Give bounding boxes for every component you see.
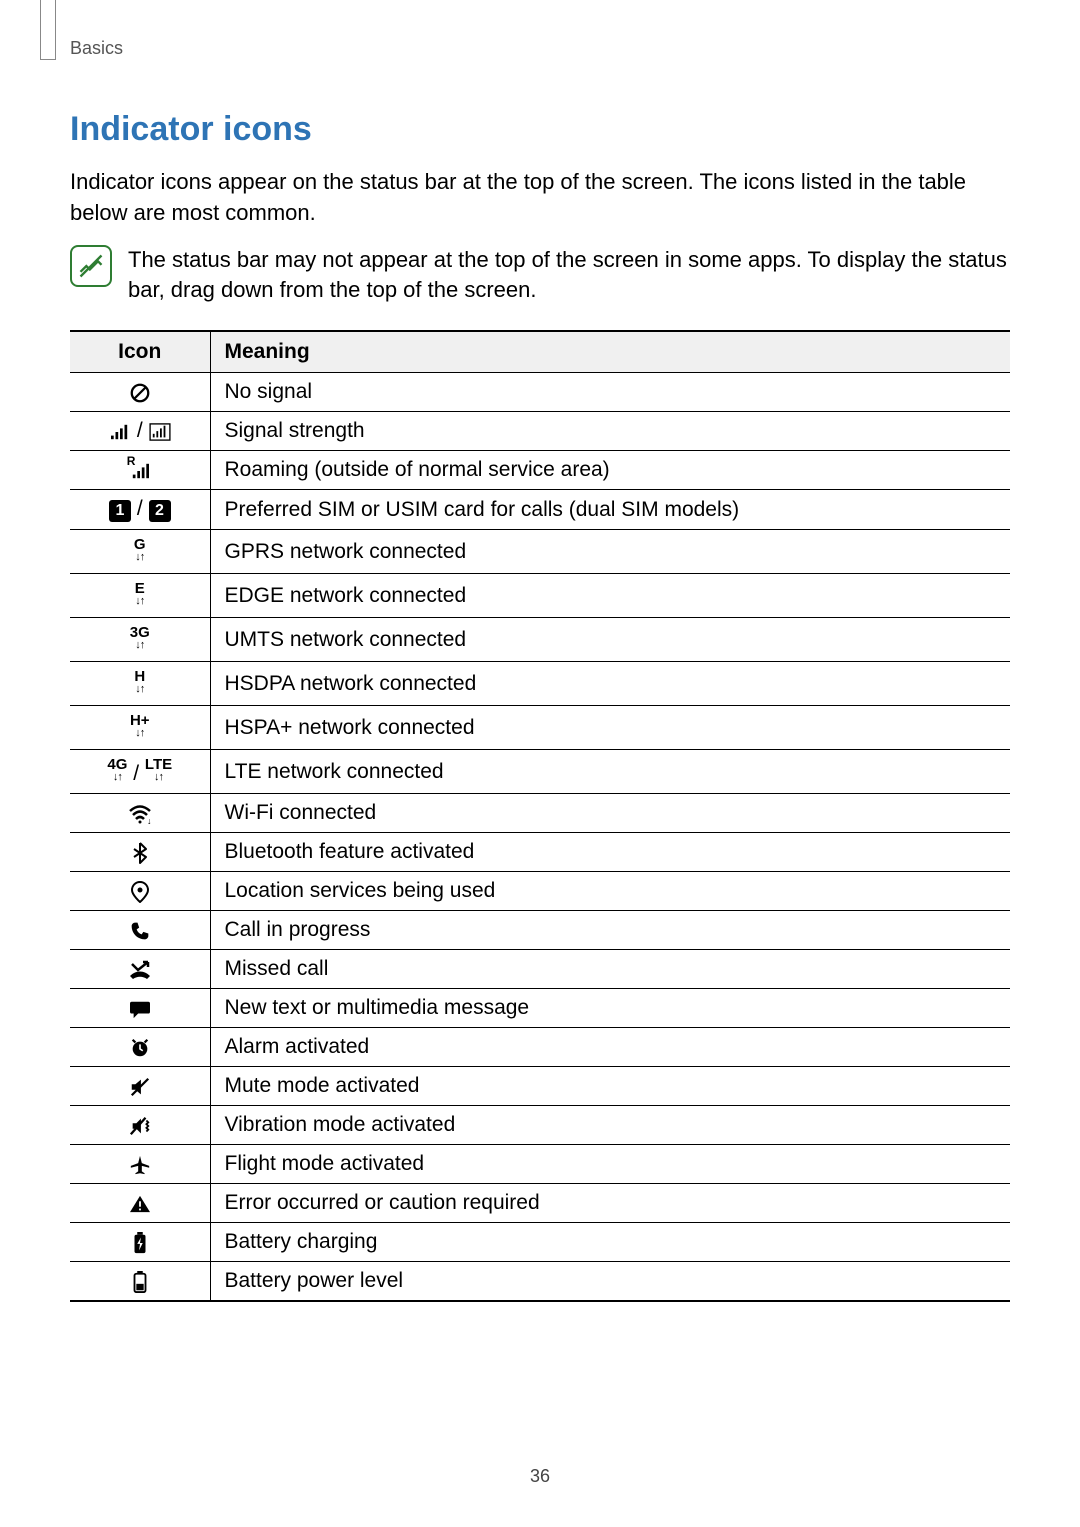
table-row: 3G↓↑UMTS network connected [70, 618, 1010, 662]
table-row: Flight mode activated [70, 1145, 1010, 1184]
table-row: Missed call [70, 950, 1010, 989]
icon-meaning: Signal strength [210, 412, 1010, 451]
gprs-icon: G↓↑ [70, 530, 210, 574]
hspa-icon: H+↓↑ [70, 706, 210, 750]
table-row: Error occurred or caution required [70, 1184, 1010, 1223]
breadcrumb: Basics [70, 38, 123, 59]
table-row: No signal [70, 373, 1010, 412]
sim-icon: 1 / 2 [70, 490, 210, 530]
icon-meaning: New text or multimedia message [210, 989, 1010, 1028]
table-row: New text or multimedia message [70, 989, 1010, 1028]
call-icon [70, 911, 210, 950]
signal-icon: / [70, 412, 210, 451]
table-row: Alarm activated [70, 1028, 1010, 1067]
icon-meaning: Mute mode activated [210, 1067, 1010, 1106]
table-row: G↓↑GPRS network connected [70, 530, 1010, 574]
icon-meaning: Location services being used [210, 872, 1010, 911]
table-row: Call in progress [70, 911, 1010, 950]
icon-meaning: Call in progress [210, 911, 1010, 950]
message-icon [70, 989, 210, 1028]
icon-meaning: Wi-Fi connected [210, 794, 1010, 833]
section-heading: Indicator icons [70, 110, 1010, 149]
indicator-icons-table: Icon Meaning No signal / Signal strength… [70, 330, 1010, 1302]
icon-meaning: Alarm activated [210, 1028, 1010, 1067]
icon-meaning: Battery charging [210, 1223, 1010, 1262]
table-row: H↓↑HSDPA network connected [70, 662, 1010, 706]
table-row: / Signal strength [70, 412, 1010, 451]
table-row: Bluetooth feature activated [70, 833, 1010, 872]
intro-paragraph: Indicator icons appear on the status bar… [70, 167, 1010, 229]
icon-meaning: Missed call [210, 950, 1010, 989]
table-row: Battery power level [70, 1262, 1010, 1302]
umts-icon: 3G↓↑ [70, 618, 210, 662]
missed-icon [70, 950, 210, 989]
no-signal-icon [70, 373, 210, 412]
table-row: Vibration mode activated [70, 1106, 1010, 1145]
note-text: The status bar may not appear at the top… [128, 245, 1010, 307]
table-row: 4G↓↑ / LTE↓↑LTE network connected [70, 750, 1010, 794]
table-row: H+↓↑HSPA+ network connected [70, 706, 1010, 750]
table-row: Battery charging [70, 1223, 1010, 1262]
icon-meaning: Flight mode activated [210, 1145, 1010, 1184]
icon-meaning: Preferred SIM or USIM card for calls (du… [210, 490, 1010, 530]
table-row: ↓↑ Wi-Fi connected [70, 794, 1010, 833]
lte-icon: 4G↓↑ / LTE↓↑ [70, 750, 210, 794]
icon-meaning: UMTS network connected [210, 618, 1010, 662]
wifi-icon: ↓↑ [70, 794, 210, 833]
location-icon [70, 872, 210, 911]
note-block: The status bar may not appear at the top… [70, 245, 1010, 307]
alarm-icon [70, 1028, 210, 1067]
battery-icon [70, 1262, 210, 1302]
icon-meaning: EDGE network connected [210, 574, 1010, 618]
table-row: 1 / 2Preferred SIM or USIM card for call… [70, 490, 1010, 530]
icon-meaning: No signal [210, 373, 1010, 412]
table-header-icon: Icon [70, 331, 210, 373]
hsdpa-icon: H↓↑ [70, 662, 210, 706]
roaming-icon: R [70, 451, 210, 490]
error-icon [70, 1184, 210, 1223]
icon-meaning: Vibration mode activated [210, 1106, 1010, 1145]
flight-icon [70, 1145, 210, 1184]
bluetooth-icon [70, 833, 210, 872]
icon-meaning: Bluetooth feature activated [210, 833, 1010, 872]
icon-meaning: GPRS network connected [210, 530, 1010, 574]
icon-meaning: HSDPA network connected [210, 662, 1010, 706]
note-icon [70, 245, 112, 287]
edge-icon: E↓↑ [70, 574, 210, 618]
page-number: 36 [0, 1466, 1080, 1487]
table-header-meaning: Meaning [210, 331, 1010, 373]
icon-meaning: Battery power level [210, 1262, 1010, 1302]
icon-meaning: HSPA+ network connected [210, 706, 1010, 750]
icon-meaning: Roaming (outside of normal service area) [210, 451, 1010, 490]
icon-meaning: LTE network connected [210, 750, 1010, 794]
vibrate-icon [70, 1106, 210, 1145]
charging-icon [70, 1223, 210, 1262]
mute-icon [70, 1067, 210, 1106]
icon-meaning: Error occurred or caution required [210, 1184, 1010, 1223]
table-row: E↓↑EDGE network connected [70, 574, 1010, 618]
table-row: RRoaming (outside of normal service area… [70, 451, 1010, 490]
table-row: Location services being used [70, 872, 1010, 911]
svg-text:↓↑: ↓↑ [147, 816, 152, 824]
table-row: Mute mode activated [70, 1067, 1010, 1106]
